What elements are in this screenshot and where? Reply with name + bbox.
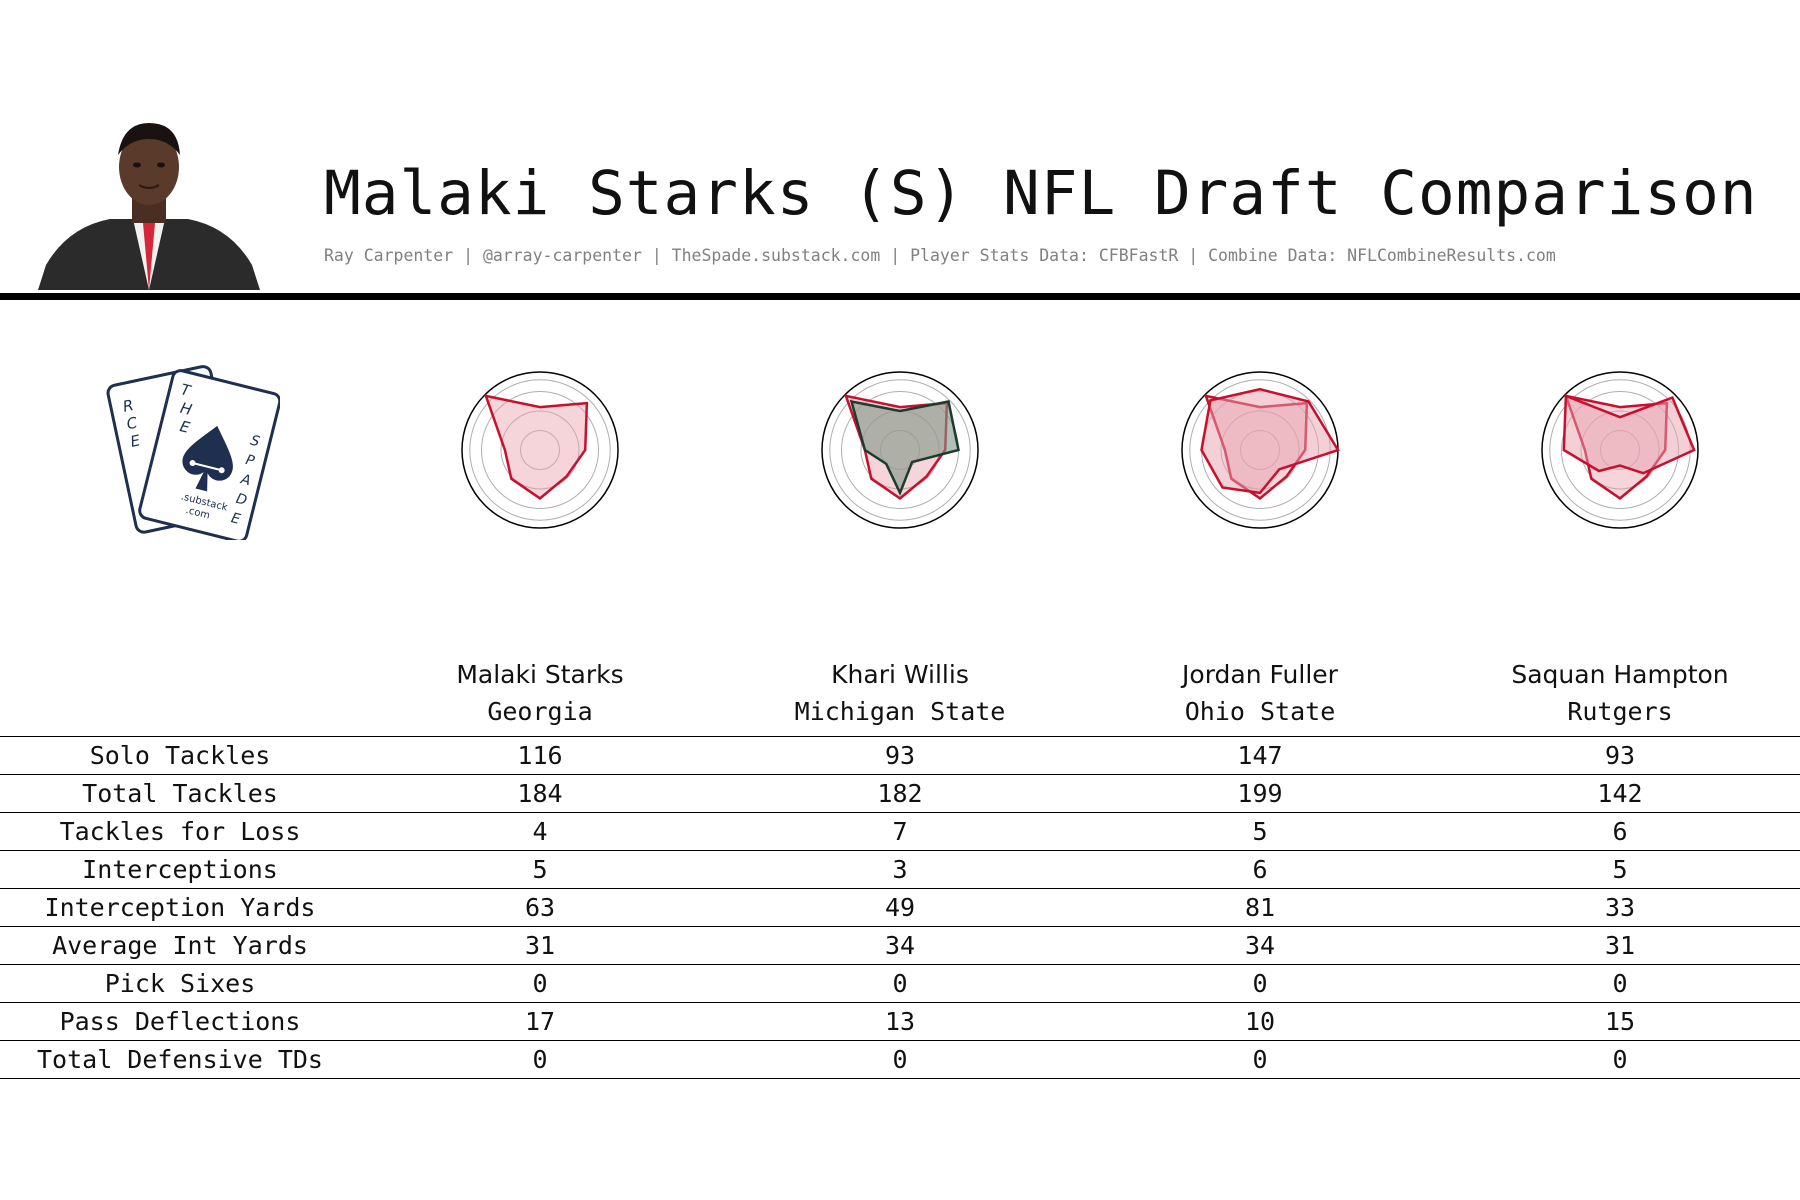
stat-label: Pick Sixes [0,964,360,1003]
player-name: Malaki Starks [456,660,624,689]
stat-label: Interception Yards [0,888,360,927]
stat-value: 0 [1080,964,1440,1003]
stat-value: 31 [1440,926,1800,965]
table-row: Solo Tackles 116 93 147 93 [0,736,1800,775]
the-spade-logo: R C E T H E S P A D E .substack .com [106,365,280,540]
player-school: Rutgers [1567,697,1673,726]
radar-outer-ring [1541,371,1699,529]
radar-chart-fuller [1181,371,1340,529]
logo-letter: E [129,431,143,451]
stat-label: Total Tackles [0,774,360,813]
stat-value: 6 [1080,850,1440,889]
logo-letter: H [178,399,193,419]
radar-grid-ring [829,379,971,521]
player-school: Georgia [487,697,593,726]
stat-value: 93 [720,736,1080,775]
player-header: Khari Willis Michigan State [735,660,1065,726]
stat-value: 147 [1080,736,1440,775]
stat-label: Total Defensive TDs [0,1040,360,1079]
stat-value: 81 [1080,888,1440,927]
stat-value: 116 [360,736,720,775]
stat-value: 4 [360,812,720,851]
table-row: Interception Yards 63 49 81 33 [0,888,1800,927]
logo-letter: C [125,413,140,433]
logo-letter: S [249,433,262,451]
player-header: Jordan Fuller Ohio State [1095,660,1425,726]
radar-grid-ring [481,391,599,509]
page-title: Malaki Starks (S) NFL Draft Comparison [324,158,1758,229]
header-rule [0,293,1800,300]
stat-value: 184 [360,774,720,813]
stat-value: 0 [360,964,720,1003]
table-row: Total Defensive TDs 0 0 0 0 [0,1040,1800,1079]
radar-chart-starks [461,371,619,529]
stat-value: 6 [1440,812,1800,851]
radar-grid-ring [500,410,580,490]
player-name: Jordan Fuller [1182,660,1338,689]
radar-series-starks [483,394,589,500]
radar-grid-ring [520,430,560,470]
stat-value: 0 [360,1040,720,1079]
stat-value: 33 [1440,888,1800,927]
stat-value: 142 [1440,774,1800,813]
stat-value: 0 [720,964,1080,1003]
table-row: Interceptions 5 3 6 5 [0,850,1800,889]
stat-value: 31 [360,926,720,965]
credits-line: Ray Carpenter | @array-carpenter | TheSp… [324,246,1556,265]
stat-value: 34 [720,926,1080,965]
table-row: Tackles for Loss 4 7 5 6 [0,812,1800,851]
radar-chart-willis [821,371,979,529]
stat-value: 0 [1440,964,1800,1003]
table-row: Pass Deflections 17 13 10 15 [0,1002,1800,1041]
stat-value: 182 [720,774,1080,813]
table-row: Average Int Yards 31 34 34 31 [0,926,1800,965]
stat-value: 5 [1080,812,1440,851]
stat-value: 7 [720,812,1080,851]
stat-label: Tackles for Loss [0,812,360,851]
stat-value: 5 [360,850,720,889]
player-school: Michigan State [794,697,1006,726]
stat-value: 13 [720,1002,1080,1041]
radar-outer-ring [821,371,979,529]
stat-value: 10 [1080,1002,1440,1041]
player-header: Malaki Starks Georgia [375,660,705,726]
stat-value: 49 [720,888,1080,927]
logo-letter: A [238,471,252,489]
player-header: Saquan Hampton Rutgers [1455,660,1785,726]
radar-outer-ring [461,371,619,529]
stat-value: 15 [1440,1002,1800,1041]
radar-chart-hampton [1541,371,1699,529]
stat-value: 3 [720,850,1080,889]
logo-letter: E [229,510,242,528]
logo-letter: D [234,491,249,509]
radar-series-comparison [849,399,960,497]
stat-value: 63 [360,888,720,927]
stats-table: Solo Tackles 116 93 147 93 Total Tackles… [0,736,1800,1079]
logo-letter: R [121,396,135,416]
stat-value: 5 [1440,850,1800,889]
radar-grid-ring [469,379,611,521]
stat-value: 17 [360,1002,720,1041]
stat-label: Solo Tackles [0,736,360,775]
table-row: Pick Sixes 0 0 0 0 [0,964,1800,1003]
stat-value: 199 [1080,774,1440,813]
radar-series-comparison [1562,394,1696,475]
player-name: Khari Willis [831,660,969,689]
stat-value: 0 [1080,1040,1440,1079]
stat-value: 34 [1080,926,1440,965]
player-name: Saquan Hampton [1511,660,1729,689]
player-school: Ohio State [1184,697,1336,726]
spade-icon [182,425,233,492]
table-row: Total Tackles 184 182 199 142 [0,774,1800,813]
player-headshot [38,123,260,290]
stat-label: Pass Deflections [0,1002,360,1041]
radar-series-comparison [1200,387,1340,495]
stat-label: Average Int Yards [0,926,360,965]
stat-value: 93 [1440,736,1800,775]
stat-label: Interceptions [0,850,360,889]
stat-value: 0 [720,1040,1080,1079]
stat-value: 0 [1440,1040,1800,1079]
